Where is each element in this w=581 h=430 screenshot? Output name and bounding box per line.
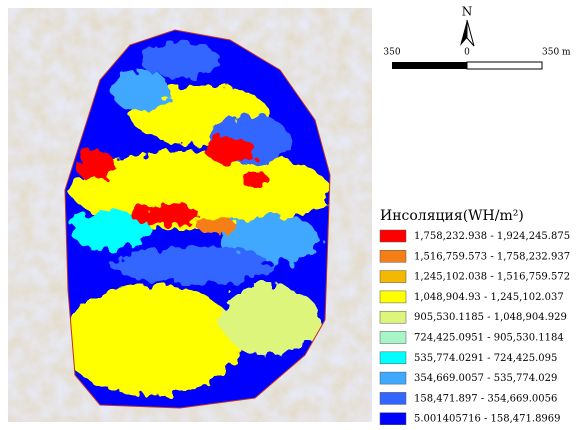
legend-label: 158,471.897 - 354,669.0056 <box>414 393 557 404</box>
legend-swatch <box>380 230 406 242</box>
legend-label: 354,669.0057 - 535,774.029 <box>414 373 557 384</box>
legend-label: 724,425.0951 - 905,530.1184 <box>414 333 564 344</box>
raster-zone <box>60 285 240 395</box>
legend-label: 535,774.0291 - 724,425.095 <box>414 353 557 364</box>
north-arrow: N <box>460 5 474 47</box>
legend-label: 1,245,102.038 - 1,516,759.572 <box>414 272 570 283</box>
scale-label: 350 m <box>542 48 571 58</box>
legend-label: 1,048,904.93 - 1,245,102.037 <box>414 292 564 303</box>
legend-label: 5.001405716 - 158,471.8969 <box>414 414 561 425</box>
raster-zone <box>75 150 115 180</box>
scale-segment <box>467 62 542 69</box>
arrow-left <box>460 20 467 46</box>
legend: 1,758,232.938 - 1,924,245.875 1,516,759.5… <box>380 230 570 425</box>
raster-zone <box>195 217 235 233</box>
legend-label: 1,516,759.573 - 1,758,232.937 <box>414 251 570 262</box>
legend-swatch <box>380 250 406 262</box>
legend-swatch <box>380 311 406 323</box>
legend-label: 1,758,232.938 - 1,924,245.875 <box>414 231 570 242</box>
raster-zone <box>140 42 220 78</box>
legend-swatch <box>380 271 406 283</box>
legend-swatch <box>380 291 406 303</box>
scale-bar: 350 0 350 m <box>383 48 571 70</box>
raster-zone <box>241 172 269 188</box>
scale-label: 0 <box>464 48 470 58</box>
raster-zone <box>110 247 270 283</box>
legend-swatch <box>380 352 406 364</box>
legend-title: Инсоляция(WH/m²) <box>380 208 524 224</box>
raster-zone <box>130 205 200 225</box>
page: N 350 0 350 m Инсоляция(WH/m²) 1,758,232… <box>0 0 581 430</box>
legend-swatch <box>380 372 406 384</box>
legend-label: 905,530.1185 - 1,048,904.929 <box>414 312 567 323</box>
raster-zone <box>205 136 255 164</box>
legend-swatch <box>380 392 406 404</box>
raster-zone <box>220 285 320 355</box>
scale-label: 350 <box>383 48 400 58</box>
legend-swatch <box>380 332 406 344</box>
arrow-right <box>467 20 474 46</box>
scale-segment <box>392 62 467 69</box>
map <box>8 8 372 422</box>
north-label: N <box>462 5 473 19</box>
legend-swatch <box>380 413 406 425</box>
raster-zone <box>110 70 170 110</box>
